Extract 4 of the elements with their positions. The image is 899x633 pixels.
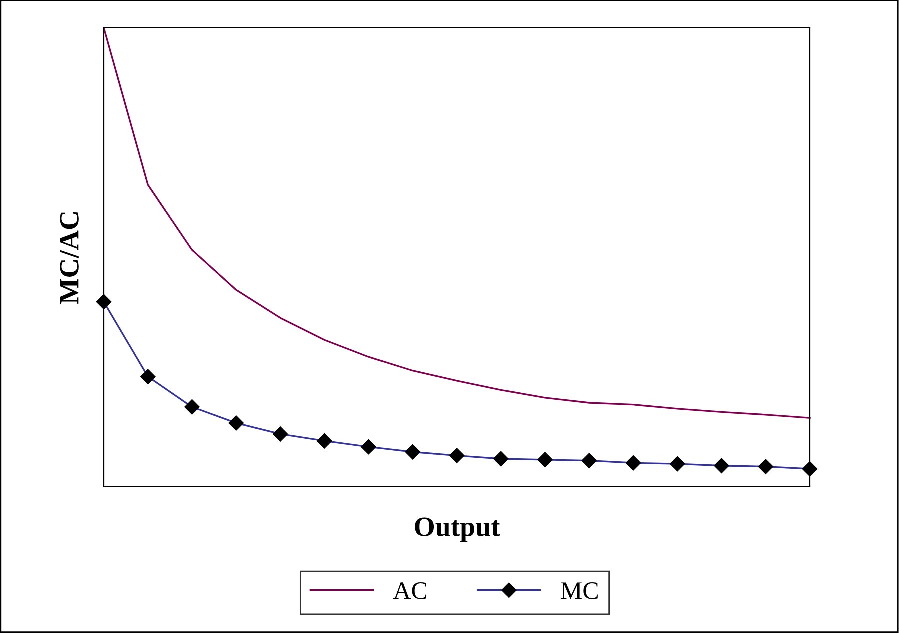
x-axis-title: Output [415, 518, 500, 542]
legend-label: AC [393, 582, 427, 600]
y-axis-title: MC/AC [60, 212, 79, 304]
legend-label: MC [561, 582, 598, 600]
